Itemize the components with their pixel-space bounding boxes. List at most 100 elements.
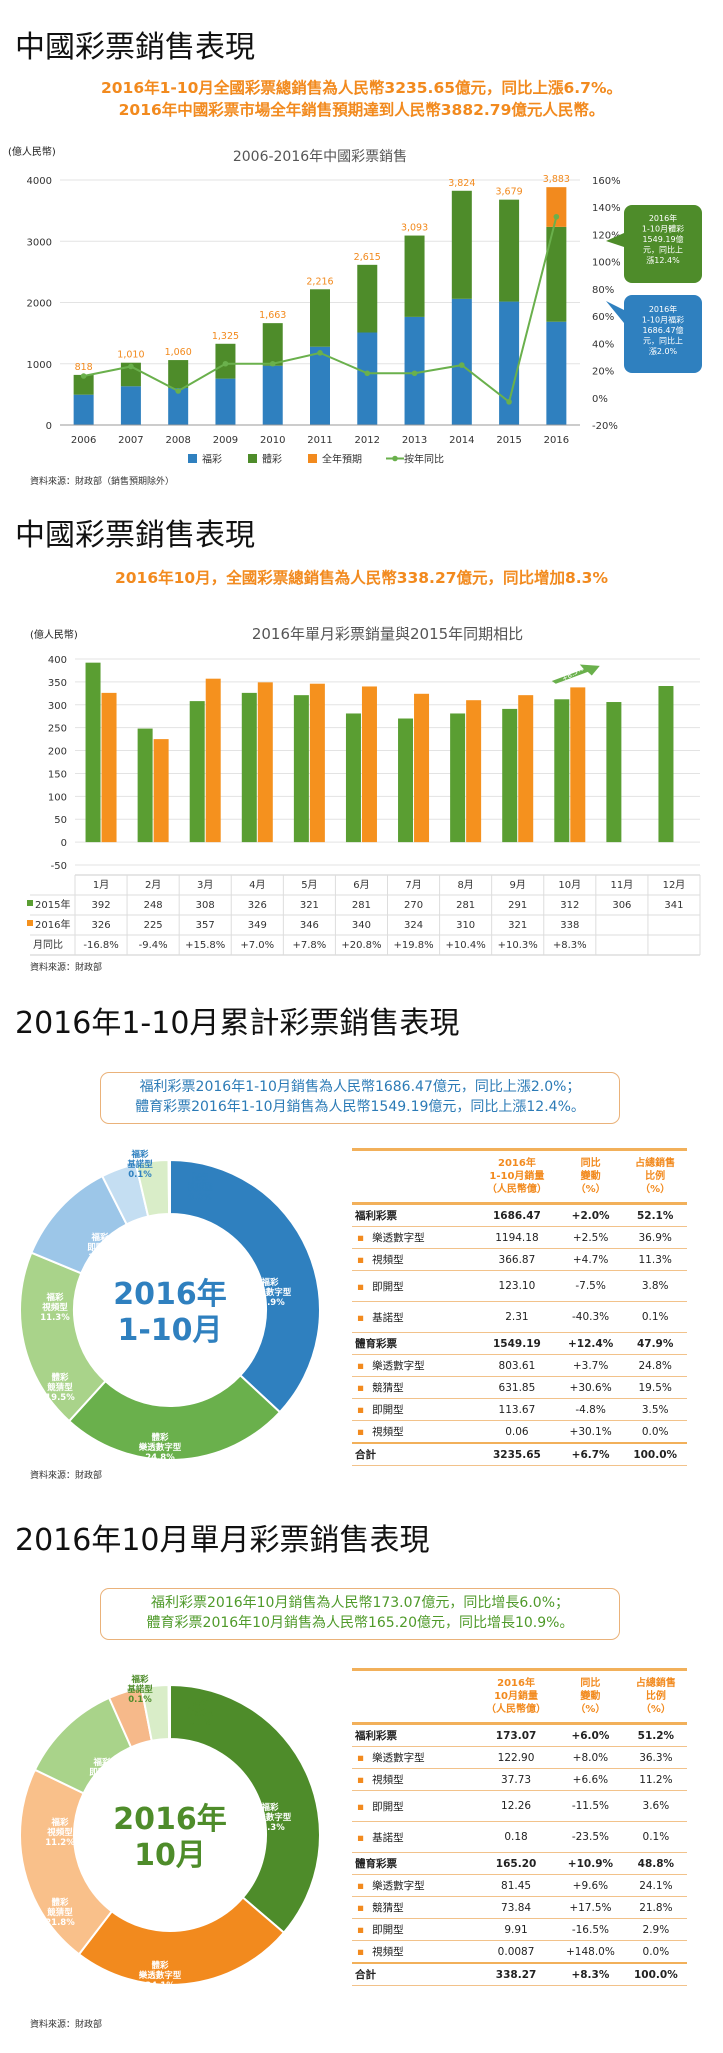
y-tick-label: 2000 — [27, 299, 52, 310]
section2-title: 中國彩票銷售表現 — [15, 518, 255, 553]
table-row: 合計 3235.65 +6.7% 100.0% — [352, 1442, 687, 1466]
annotation-welfare-box — [624, 295, 702, 373]
table-value-2016: 338 — [560, 920, 579, 931]
row-name: 體育彩票 — [352, 1852, 476, 1875]
legend-swatch-2015 — [27, 900, 33, 906]
row-share: 3.6% — [624, 1790, 687, 1822]
x-tick-label: 8月 — [457, 879, 473, 891]
y-tick-label: 50 — [54, 815, 67, 826]
bullet-icon: ▪ — [357, 1831, 365, 1844]
bar-welfare — [499, 301, 520, 425]
table-value-2015: 281 — [352, 900, 371, 911]
y2-tick-label: -20% — [592, 421, 618, 432]
total-label: 2,615 — [354, 252, 381, 263]
total-label: 1,325 — [212, 331, 239, 342]
table-row: ▪ 即開型 12.26 -11.5% 3.6% — [352, 1790, 687, 1822]
row-name: 合計 — [352, 1962, 476, 1986]
table-value-2015: 392 — [91, 900, 110, 911]
legend-swatch — [308, 454, 317, 463]
callout-sports-text: 體育彩票2016年1-10月銷售為人民幣1549.19億元，同比上漲12.4%。 — [135, 1099, 585, 1115]
bar-forecast — [546, 187, 567, 227]
row-share: 3.5% — [623, 1398, 687, 1421]
row-name: 合計 — [352, 1442, 476, 1466]
yoy-point — [317, 350, 323, 356]
table-row: ▪ 樂透數字型 1194.18 +2.5% 36.9% — [352, 1226, 687, 1249]
row-value: 122.90 — [476, 1746, 557, 1769]
bar-sports — [310, 289, 330, 347]
table-row: ▪ 視頻型 0.0087 +148.0% 0.0% — [352, 1940, 687, 1964]
table-value-yoy: +7.0% — [240, 940, 274, 951]
y-tick-label: 250 — [48, 724, 67, 735]
table-value-2016: 310 — [456, 920, 475, 931]
table-value-yoy: +19.8% — [393, 940, 433, 951]
row-name: ▪ 基諾型 — [352, 1821, 476, 1853]
x-tick-label: 9月 — [510, 879, 526, 891]
growth-arrow: +8.3% — [551, 664, 600, 684]
row-value: 12.26 — [476, 1790, 557, 1822]
table-value-2016: 321 — [508, 920, 527, 931]
section4-source: 資料來源：財政部 — [30, 2020, 103, 2030]
chart-title: 2006-2016年中國彩票銷售 — [233, 149, 407, 165]
bar-sports — [546, 226, 567, 322]
total-label: 1,663 — [259, 310, 286, 321]
bar-2015 — [85, 662, 101, 843]
y-axis-label: (億人民幣) — [30, 628, 78, 641]
bar-2015 — [189, 701, 205, 843]
total-label: 3,679 — [495, 187, 522, 198]
table-header-row: 2016年 1-10月銷量 （人民幣億） 同比 變動 （%） 占總銷售 比例 （%） — [352, 1148, 687, 1205]
x-tick-label: 1月 — [93, 879, 109, 891]
x-tick-label: 2016 — [544, 435, 569, 446]
row-share: 19.5% — [623, 1376, 687, 1399]
table-value-2016: 346 — [300, 920, 319, 931]
section3-source: 資料來源：財政部 — [30, 1471, 103, 1481]
x-tick-label: 10月 — [558, 879, 581, 891]
x-tick-label: 2011 — [307, 435, 332, 446]
bar-2015 — [398, 718, 414, 843]
slice-label: 福彩樂透數字型 36.3% — [249, 1802, 292, 1833]
total-label: 818 — [75, 362, 93, 373]
y-tick-label: 0 — [61, 838, 67, 849]
yoy-point — [269, 360, 276, 367]
table-header-cell: 同比 變動 （%） — [556, 1668, 625, 1725]
table-value-2015: 291 — [508, 900, 527, 911]
y2-tick-label: 80% — [592, 285, 614, 296]
x-tick-label: 2012 — [355, 435, 380, 446]
row-change: -7.5% — [557, 1270, 624, 1302]
row-change: +8.0% — [556, 1746, 625, 1769]
bar-2016 — [466, 700, 482, 843]
bar-welfare — [120, 386, 141, 425]
slice-label: 福彩基諾型 0.1% — [126, 1149, 153, 1180]
row-value: 37.73 — [476, 1768, 557, 1791]
row-change: +9.6% — [556, 1874, 625, 1897]
row-name: ▪ 即開型 — [352, 1270, 476, 1302]
bullet-icon: ▪ — [357, 1280, 365, 1293]
row-share: 48.8% — [624, 1852, 687, 1875]
bullet-icon: ▪ — [357, 1426, 365, 1438]
monthly-sales-chart: (億人民幣) 2016年單月彩票銷量與2015年同期相比 -50 0 50 100 150 2… — [27, 625, 701, 956]
row-change: -11.5% — [556, 1790, 625, 1822]
row-change: +3.7% — [557, 1354, 624, 1377]
y2-tick-label: 20% — [592, 367, 614, 378]
y2-tick-label: 100% — [592, 258, 621, 269]
table-value-yoy: +8.3% — [553, 940, 587, 951]
row-change: -4.8% — [557, 1398, 624, 1421]
row-value: 3235.65 — [476, 1442, 558, 1466]
row-value: 1686.47 — [476, 1203, 558, 1227]
slice-label: 體彩即開型 2.9% — [137, 1754, 163, 1785]
row-value: 631.85 — [476, 1376, 558, 1399]
legend-label: 按年同比 — [404, 453, 444, 466]
bar-welfare — [168, 388, 189, 425]
row-share: 0.0% — [623, 1420, 687, 1444]
yoy-point — [553, 213, 560, 220]
row-share: 100.0% — [623, 1442, 687, 1466]
legend-swatch-2016 — [27, 920, 33, 926]
bar-sports — [451, 190, 472, 299]
ytd-share-donut: 福彩樂透數字型 36.9% 體彩樂透數字型 24.8% 體彩競猜型 19.5% 福彩視頻型 1… — [19, 1149, 321, 1463]
row-name: ▪ 即開型 — [352, 1918, 476, 1941]
y2-tick-label: 140% — [592, 203, 621, 214]
row-value: 81.45 — [476, 1874, 557, 1897]
y2-tick-label: 160% — [592, 176, 621, 187]
row-name: ▪ 視頻型 — [352, 1940, 476, 1964]
section2-headline: 2016年10月，全國彩票總銷售為人民幣338.27億元，同比增加8.3% — [114, 569, 608, 587]
y-tick-label: 200 — [48, 747, 67, 758]
